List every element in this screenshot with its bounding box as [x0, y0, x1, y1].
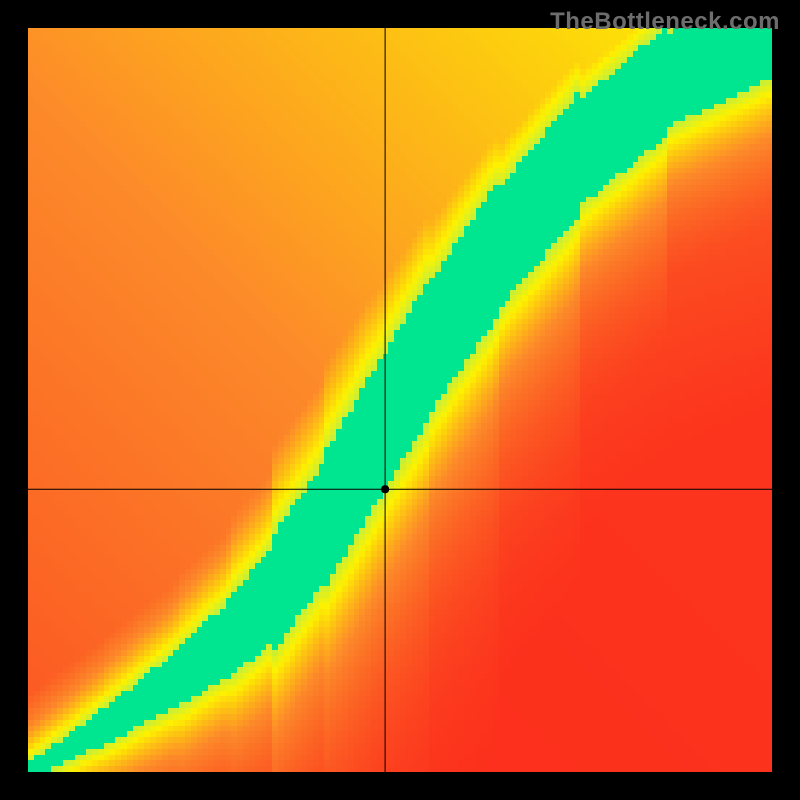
bottleneck-heatmap — [0, 0, 800, 800]
chart-frame: TheBottleneck.com — [0, 0, 800, 800]
watermark-text: TheBottleneck.com — [550, 8, 780, 36]
